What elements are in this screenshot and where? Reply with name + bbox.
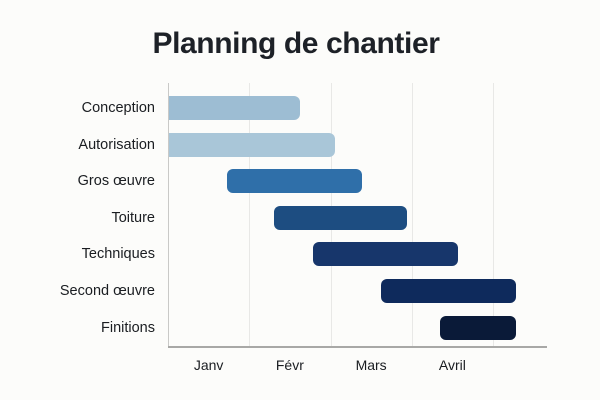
chart-title: Planning de chantier (152, 27, 440, 60)
x-tick-label-mars: Mars (355, 357, 387, 373)
month-gridline (493, 83, 494, 346)
bar-gros-œuvre (227, 169, 363, 194)
task-label-techniques: Techniques (81, 246, 155, 263)
bar-techniques (313, 242, 459, 267)
task-label-toiture: Toiture (111, 209, 155, 226)
bar-second-œuvre (380, 279, 516, 303)
bar-toiture (273, 205, 407, 230)
bar-conception (169, 96, 301, 120)
task-label-second-œuvre: Second œuvre (59, 283, 155, 299)
month-gridline (249, 83, 251, 346)
month-gridline (411, 83, 413, 346)
y-axis-line (168, 83, 169, 346)
task-label-autorisation: Autorisation (78, 136, 155, 153)
x-tick-label-avril: Avril (438, 357, 466, 373)
task-label-gros-œuvre: Gros œuvre (77, 173, 155, 190)
x-axis-line (168, 346, 547, 348)
bar-finitions (440, 315, 516, 340)
task-label-finitions: Finitions (101, 319, 155, 336)
x-tick-label-févr: Févr (275, 357, 304, 373)
bar-autorisation (169, 132, 335, 157)
task-label-conception: Conception (81, 100, 155, 116)
x-tick-label-janv: Janv (193, 357, 224, 373)
